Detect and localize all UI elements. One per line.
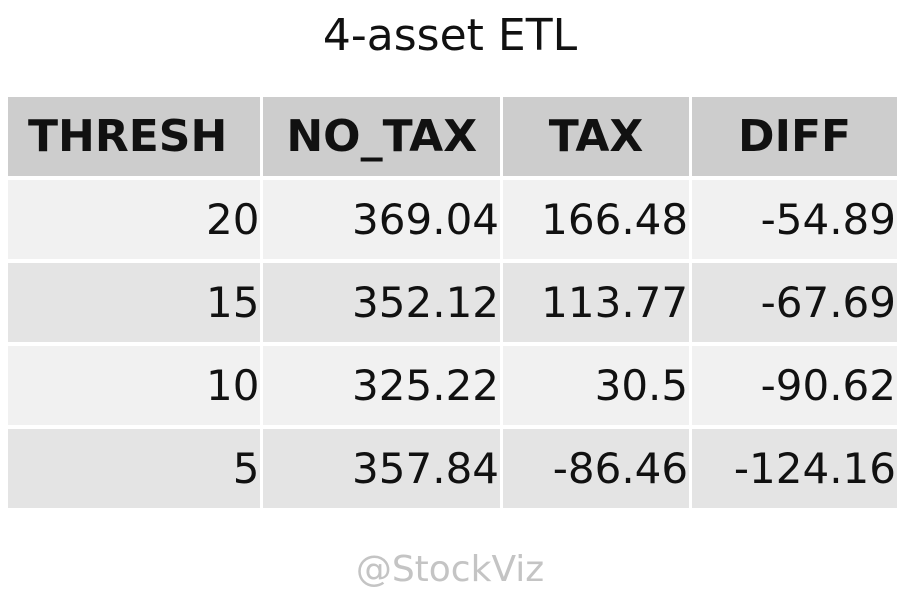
column-header-thresh: THRESH [8, 97, 261, 176]
cell-diff: -67.69 [692, 263, 897, 342]
cell-tax: 166.48 [503, 180, 690, 259]
table-row: 20 369.04 166.48 -54.89 [8, 180, 897, 259]
cell-diff: -90.62 [692, 346, 897, 425]
cell-diff: -54.89 [692, 180, 897, 259]
table-row: 15 352.12 113.77 -67.69 [8, 263, 897, 342]
watermark: @StockViz [355, 549, 545, 590]
cell-thresh: 5 [8, 429, 261, 508]
cell-thresh: 15 [8, 263, 261, 342]
header-row: THRESH NO_TAX TAX DIFF [8, 97, 897, 176]
column-header-no-tax: NO_TAX [263, 97, 501, 176]
column-header-tax: TAX [503, 97, 690, 176]
cell-no-tax: 357.84 [263, 429, 501, 508]
cell-no-tax: 352.12 [263, 263, 501, 342]
table-title: 4-asset ETL [322, 10, 578, 61]
table-row: 5 357.84 -86.46 -124.16 [8, 429, 897, 508]
cell-thresh: 10 [8, 346, 261, 425]
cell-diff: -124.16 [692, 429, 897, 508]
etl-table: THRESH NO_TAX TAX DIFF 20 369.04 166.48 … [5, 93, 900, 512]
cell-thresh: 20 [8, 180, 261, 259]
cell-tax: 30.5 [503, 346, 690, 425]
cell-no-tax: 369.04 [263, 180, 501, 259]
table-row: 10 325.22 30.5 -90.62 [8, 346, 897, 425]
column-header-diff: DIFF [692, 97, 897, 176]
cell-no-tax: 325.22 [263, 346, 501, 425]
cell-tax: -86.46 [503, 429, 690, 508]
cell-tax: 113.77 [503, 263, 690, 342]
